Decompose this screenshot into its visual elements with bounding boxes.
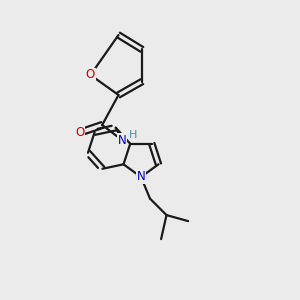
Text: O: O — [86, 68, 95, 82]
Text: N: N — [136, 170, 146, 184]
Text: H: H — [129, 130, 138, 140]
Text: O: O — [75, 126, 84, 139]
Text: N: N — [118, 134, 126, 146]
